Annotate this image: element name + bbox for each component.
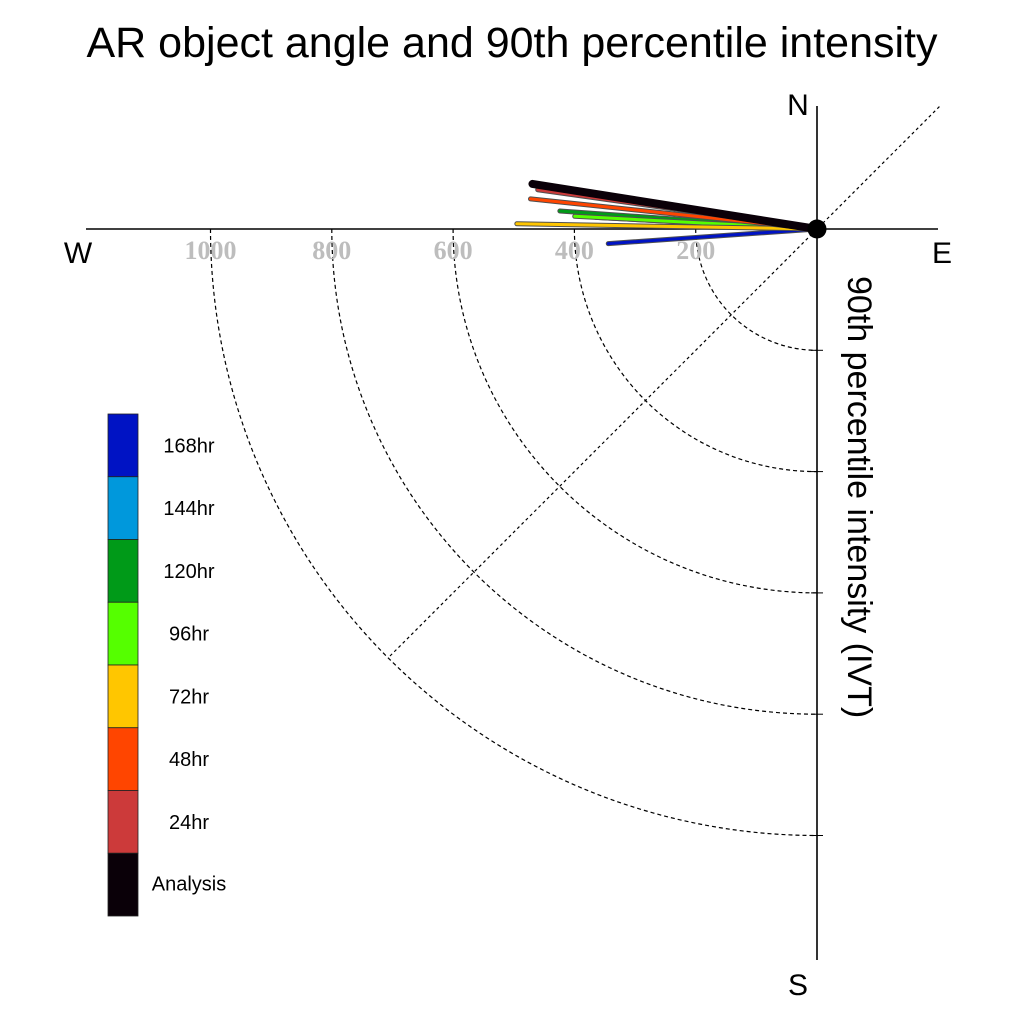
legend-label: 120hr	[163, 561, 214, 583]
compass-south-label: S	[788, 969, 808, 1002]
legend-swatch	[107, 664, 139, 729]
compass-west-label: W	[64, 237, 93, 270]
legend-swatch	[107, 476, 139, 540]
series-line-168hr	[606, 227, 819, 246]
legend-swatch	[107, 790, 139, 854]
diagonal-guide-line	[389, 105, 941, 657]
compass-north-label: N	[787, 89, 809, 122]
intensity-ring	[452, 228, 818, 594]
origin-marker	[807, 219, 827, 239]
series-line-analysis	[528, 180, 821, 233]
legend-swatch	[107, 852, 139, 917]
intensity-ring	[695, 228, 818, 351]
radial-tick-label: 400	[555, 236, 594, 265]
legend-swatch	[107, 601, 139, 666]
radial-tick-label: 1000	[185, 236, 237, 265]
legend-label: Analysis	[152, 873, 226, 895]
legend-label: 72hr	[169, 686, 209, 708]
legend-label: 144hr	[163, 498, 214, 520]
legend-swatch	[107, 539, 139, 603]
polar-grid	[209, 228, 823, 837]
intensity-ring	[209, 228, 818, 837]
legend-label: 24hr	[169, 812, 209, 834]
series-line-72hr	[515, 222, 819, 231]
chart-title: AR object angle and 90th percentile inte…	[87, 19, 938, 67]
compass-east-label: E	[932, 237, 952, 270]
legend-swatch	[107, 727, 139, 791]
legend-label: 48hr	[169, 749, 209, 771]
radial-axis-label: 90th percentile intensity (IVT)	[840, 276, 878, 718]
radial-tick-label: 600	[434, 236, 473, 265]
legend-swatch	[107, 413, 139, 478]
legend-label: 168hr	[163, 435, 214, 457]
legend: 168hr 144hr 120hr 96hr 72hr 48hr 24hr Analysis	[107, 413, 226, 917]
radial-tick-label: 800	[312, 236, 351, 265]
series-lines	[514, 179, 821, 247]
intensity-ring	[331, 228, 818, 715]
legend-label: 96hr	[169, 624, 209, 646]
